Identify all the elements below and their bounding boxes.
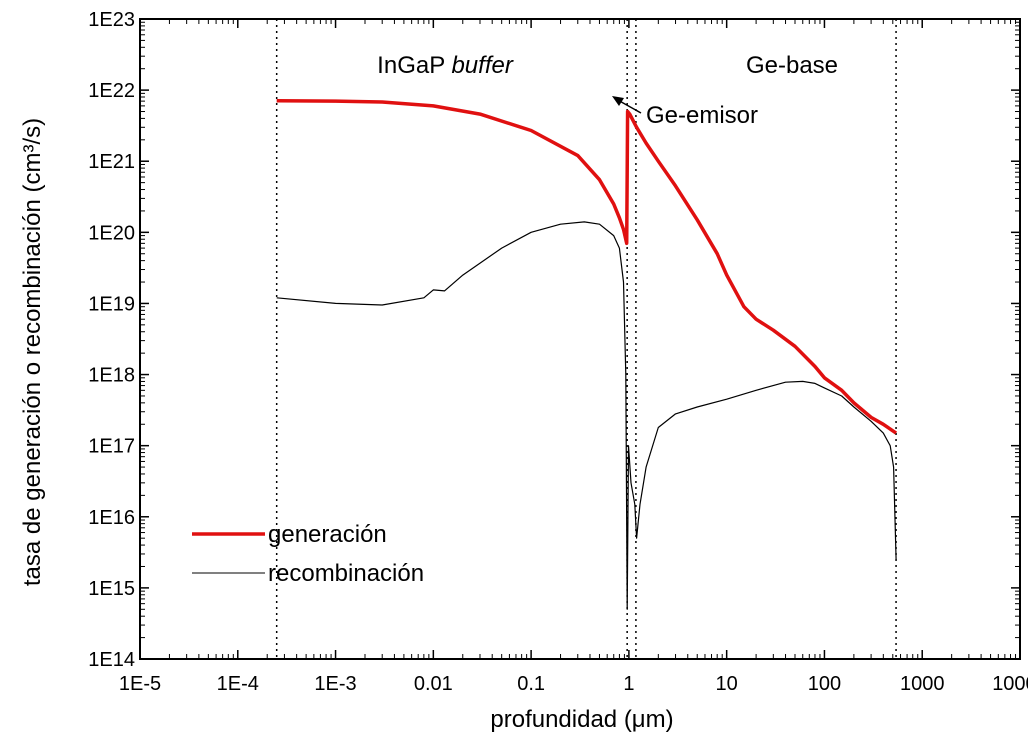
- y-tick-label: 1E16: [88, 507, 135, 529]
- y-tick-label: 1E14: [88, 649, 135, 671]
- y-tick-label: 1E15: [88, 578, 135, 600]
- x-tick-label: 1E-3: [314, 673, 356, 695]
- legend: generación recombinación: [192, 521, 424, 587]
- x-tick-label: 1: [623, 673, 634, 695]
- emitter-label: Ge-emisor: [646, 102, 758, 129]
- y-tick-label: 1E18: [88, 365, 135, 387]
- y-axis-label: tasa de generación o recombinación (cm³/…: [19, 118, 46, 586]
- y-tick-label: 1E19: [88, 293, 135, 315]
- axis-ticks: [139, 18, 1021, 660]
- x-tick-label: 0.01: [414, 673, 453, 695]
- x-tick-label: 10: [716, 673, 738, 695]
- y-tick-label: 1E23: [88, 9, 135, 31]
- region-label-buffer: InGaP buffer: [377, 52, 514, 79]
- x-tick-label: 1E-5: [119, 673, 161, 695]
- legend-label-recombinacion: recombinación: [268, 560, 424, 587]
- emitter-arrowhead: [612, 96, 624, 106]
- y-tick-label: 1E22: [88, 80, 135, 102]
- x-tick-label: 0.1: [517, 673, 545, 695]
- series-line-recombinacion: [276, 221, 897, 610]
- x-tick-label: 1E-4: [217, 673, 259, 695]
- x-tick-label: 10000: [992, 673, 1028, 695]
- y-tick-labels: 1E14 1E15 1E16 1E17 1E18 1E19 1E20 1E21 1E22 1E23: [88, 9, 135, 671]
- y-tick-label: 1E17: [88, 436, 135, 458]
- region-label-base: Ge-base: [746, 52, 838, 79]
- series-layer: [276, 98, 898, 610]
- y-tick-label: 1E20: [88, 222, 135, 244]
- x-tick-label: 100: [808, 673, 841, 695]
- x-tick-label: 1000: [900, 673, 945, 695]
- plot-area-frame: [139, 18, 1021, 660]
- region-boundaries: [275, 19, 897, 659]
- legend-label-generacion: generación: [268, 521, 387, 548]
- x-tick-labels: 1E-5 1E-4 1E-3 0.01 0.1 1 10 100 1000 10000: [119, 673, 1028, 695]
- series-line-generacion: [276, 98, 898, 435]
- x-axis-label: profundidad (μm): [490, 706, 673, 733]
- y-tick-label: 1E21: [88, 151, 135, 173]
